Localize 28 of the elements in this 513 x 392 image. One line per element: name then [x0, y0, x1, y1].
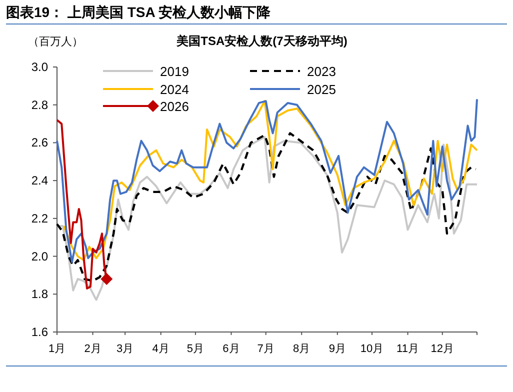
- y-tick-label: 3.0: [31, 60, 48, 74]
- y-tick-label: 1.6: [31, 325, 48, 339]
- x-tick-label: 8月: [293, 343, 310, 355]
- x-tick-label: 2月: [84, 343, 102, 355]
- y-tick-label: 2.2: [31, 211, 48, 226]
- x-tick-label: 7月: [257, 343, 274, 355]
- x-tick-label: 1月: [48, 343, 66, 355]
- x-tick-label: 11月: [396, 343, 419, 355]
- chart-subtitle: 美国TSA安检人数(7天移动平均): [176, 34, 348, 48]
- x-tick-label: 9月: [328, 343, 346, 355]
- y-tick-label: 2.8: [31, 98, 48, 112]
- y-tick-label: 2.6: [31, 136, 48, 150]
- x-tick-label: 10月: [360, 343, 384, 355]
- legend-label: 2023: [307, 64, 336, 79]
- x-tick-label: 5月: [186, 343, 204, 355]
- legend-label: 2019: [160, 64, 189, 79]
- x-tick-label: 4月: [152, 343, 170, 355]
- legend-label: 2025: [307, 82, 336, 97]
- legend-label: 2024: [160, 82, 189, 97]
- y-axis-title: （百万人）: [28, 36, 83, 48]
- y-tick-label: 2.0: [31, 249, 48, 264]
- x-tick-label: 12月: [430, 343, 454, 355]
- chart-title: 图表19： 上周美国 TSA 安检人数小幅下降: [6, 4, 272, 20]
- x-tick-label: 3月: [116, 343, 134, 355]
- legend-label: 2026: [160, 99, 189, 114]
- x-tick-label: 6月: [222, 343, 240, 355]
- y-tick-label: 1.8: [31, 287, 48, 302]
- y-tick-label: 2.4: [31, 174, 48, 188]
